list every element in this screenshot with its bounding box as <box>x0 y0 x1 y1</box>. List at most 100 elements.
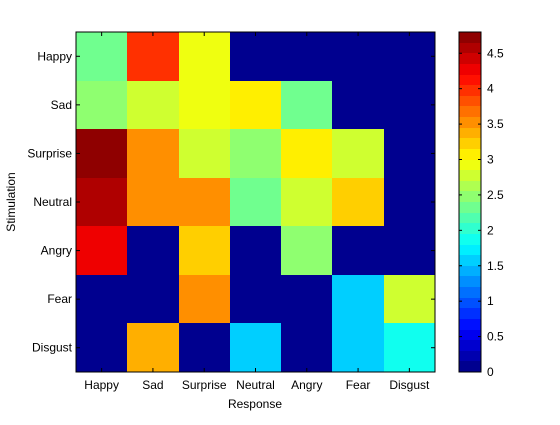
colorbar-band <box>459 128 481 138</box>
y-tick-label: Neutral <box>33 195 72 209</box>
heatmap-cell <box>332 178 384 226</box>
x-tick-label: Sad <box>142 378 163 392</box>
colorbar-band <box>459 85 481 96</box>
colorbar-band <box>459 223 481 234</box>
heatmap-cell <box>281 178 332 226</box>
heatmap-cell <box>76 323 127 372</box>
heatmap-cell <box>127 226 179 275</box>
colorbar-band <box>459 266 481 276</box>
heatmap-cell <box>230 323 281 372</box>
colorbar-band <box>459 96 481 106</box>
colorbar-band <box>459 117 481 128</box>
heatmap-cell <box>230 178 281 226</box>
colorbar-tick-labels: 0 0.5 1 1.5 2 2.5 3 3.5 4 4.5 <box>459 46 504 379</box>
heatmap-cell <box>127 275 179 323</box>
x-axis-label: Response <box>228 397 282 411</box>
colorbar-tick-label: 1 <box>487 294 494 308</box>
y-tick-label: Sad <box>51 98 72 112</box>
heatmap-cell <box>179 32 230 81</box>
heatmap-cell <box>332 81 384 129</box>
heatmap-cell <box>332 129 384 178</box>
heatmap-cell <box>332 32 384 81</box>
heatmap-cell <box>230 81 281 129</box>
colorbar-band <box>459 234 481 245</box>
colorbar-band <box>459 330 481 340</box>
colorbar-band <box>459 75 481 85</box>
colorbar <box>459 32 481 372</box>
heatmap-cell <box>332 275 384 323</box>
heatmap-cell <box>230 275 281 323</box>
colorbar-band <box>459 319 481 330</box>
colorbar-band <box>459 170 481 181</box>
y-tick-label: Disgust <box>32 341 73 355</box>
heatmap-cell <box>127 129 179 178</box>
heatmap-cell <box>281 226 332 275</box>
colorbar-band <box>459 202 481 213</box>
colorbar-band <box>459 53 481 64</box>
colorbar-band <box>459 361 481 372</box>
heatmap-cell <box>281 129 332 178</box>
heatmap-cell <box>281 81 332 129</box>
colorbar-tick-label: 4.5 <box>487 46 504 60</box>
colorbar-band <box>459 340 481 351</box>
x-tick-label: Angry <box>291 378 322 392</box>
heatmap-cell <box>179 81 230 129</box>
heatmap-cell <box>127 178 179 226</box>
colorbar-band <box>459 149 481 160</box>
y-axis-label: Stimulation <box>4 172 18 231</box>
colorbar-tick-label: 4 <box>487 82 494 96</box>
heatmap-cell <box>384 178 435 226</box>
colorbar-tick-label: 0.5 <box>487 330 504 344</box>
heatmap-cell <box>76 81 127 129</box>
y-tick-label: Surprise <box>27 146 72 160</box>
heatmap-cell <box>179 323 230 372</box>
colorbar-band <box>459 308 481 319</box>
heatmap-cell <box>281 323 332 372</box>
heatmap-cell <box>384 129 435 178</box>
heatmap-cell <box>384 32 435 81</box>
heatmap-cell <box>332 226 384 275</box>
heatmap-cell <box>179 178 230 226</box>
y-tick-label: Angry <box>41 244 72 258</box>
heatmap-cell <box>179 275 230 323</box>
heatmap-cell <box>76 275 127 323</box>
colorbar-tick-label: 2 <box>487 223 494 237</box>
colorbar-band <box>459 43 481 53</box>
colorbar-tick-label: 3.5 <box>487 117 504 131</box>
heatmap-cell <box>230 226 281 275</box>
colorbar-band <box>459 191 481 202</box>
colorbar-band <box>459 64 481 75</box>
colorbar-tick-label: 1.5 <box>487 259 504 273</box>
colorbar-band <box>459 245 481 255</box>
heatmap-cell <box>76 129 127 178</box>
y-tick-labels: Happy Sad Surprise Neutral Angry Fear Disgust <box>27 49 435 355</box>
x-tick-label: Disgust <box>389 378 430 392</box>
heatmap-cell <box>127 323 179 372</box>
x-tick-label: Neutral <box>236 378 275 392</box>
y-tick-label: Happy <box>37 49 72 63</box>
heatmap-cell <box>179 129 230 178</box>
colorbar-tick-label: 0 <box>487 365 494 379</box>
x-tick-label: Fear <box>346 378 371 392</box>
colorbar-band <box>459 351 481 361</box>
colorbar-band <box>459 106 481 117</box>
heatmap-cell <box>76 226 127 275</box>
heatmap-cell <box>179 226 230 275</box>
colorbar-tick-label: 3 <box>487 153 494 167</box>
heatmap-cell <box>127 81 179 129</box>
heatmap-cell <box>332 323 384 372</box>
heatmap-cell <box>384 226 435 275</box>
colorbar-band <box>459 287 481 298</box>
heatmap-cell <box>230 129 281 178</box>
colorbar-band <box>459 32 481 43</box>
colorbar-frame <box>458 31 482 373</box>
colorbar-band <box>459 255 481 266</box>
heatmap-cells <box>76 32 435 372</box>
colorbar-tick-label: 2.5 <box>487 188 504 202</box>
heatmap-cell <box>76 178 127 226</box>
colorbar-band <box>459 138 481 149</box>
heatmap-cell <box>230 32 281 81</box>
colorbar-band <box>459 160 481 170</box>
x-tick-label: Surprise <box>182 378 227 392</box>
